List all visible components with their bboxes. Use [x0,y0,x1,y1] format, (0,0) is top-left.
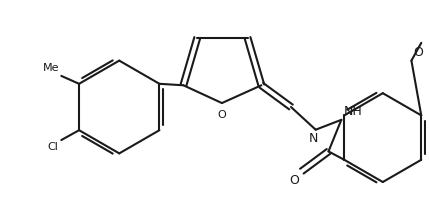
Text: Cl: Cl [48,142,58,152]
Text: O: O [414,46,423,59]
Text: N: N [309,132,318,145]
Text: O: O [289,174,299,187]
Text: Me: Me [43,63,59,73]
Text: NH: NH [343,105,362,118]
Text: O: O [218,110,226,120]
